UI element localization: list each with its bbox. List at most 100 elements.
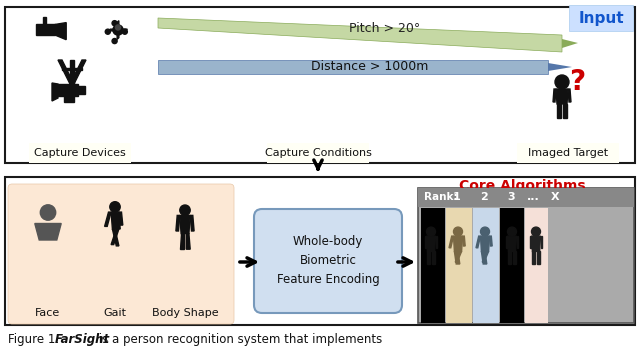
Polygon shape — [531, 236, 541, 251]
FancyBboxPatch shape — [517, 143, 619, 163]
Polygon shape — [190, 216, 194, 231]
Polygon shape — [454, 236, 463, 251]
Polygon shape — [508, 251, 511, 264]
Polygon shape — [454, 251, 460, 264]
Circle shape — [531, 227, 541, 236]
Polygon shape — [109, 29, 116, 31]
Polygon shape — [119, 212, 123, 225]
Polygon shape — [455, 251, 461, 262]
Circle shape — [105, 29, 110, 34]
Text: Capture Conditions: Capture Conditions — [264, 148, 371, 158]
Polygon shape — [70, 60, 74, 84]
Polygon shape — [428, 251, 430, 264]
FancyBboxPatch shape — [64, 96, 74, 102]
Circle shape — [180, 205, 190, 216]
FancyBboxPatch shape — [525, 208, 548, 323]
Polygon shape — [113, 229, 119, 246]
Polygon shape — [176, 216, 180, 231]
Polygon shape — [449, 236, 454, 248]
Polygon shape — [513, 251, 516, 264]
Text: 3: 3 — [507, 192, 515, 202]
Polygon shape — [117, 32, 119, 39]
Polygon shape — [70, 60, 86, 84]
Text: ?: ? — [569, 68, 585, 96]
Text: FarSight: FarSight — [55, 333, 110, 346]
Polygon shape — [186, 234, 190, 249]
Polygon shape — [568, 89, 571, 102]
Polygon shape — [111, 229, 119, 245]
Circle shape — [40, 205, 56, 220]
Polygon shape — [556, 89, 568, 104]
Circle shape — [52, 25, 61, 34]
Polygon shape — [425, 236, 426, 248]
Circle shape — [508, 227, 516, 236]
Polygon shape — [483, 251, 488, 262]
Polygon shape — [158, 18, 562, 52]
Polygon shape — [35, 224, 61, 240]
FancyBboxPatch shape — [58, 84, 78, 96]
FancyBboxPatch shape — [267, 143, 369, 163]
Circle shape — [113, 25, 123, 35]
Circle shape — [112, 39, 117, 44]
Text: 1: 1 — [453, 192, 461, 202]
Polygon shape — [104, 212, 111, 226]
Polygon shape — [506, 236, 508, 248]
Circle shape — [454, 227, 463, 236]
Text: is a person recognition system that implements: is a person recognition system that impl… — [95, 333, 382, 346]
FancyBboxPatch shape — [500, 208, 524, 323]
FancyBboxPatch shape — [418, 188, 634, 207]
Polygon shape — [541, 236, 542, 248]
Polygon shape — [548, 63, 572, 71]
FancyBboxPatch shape — [8, 184, 234, 324]
Polygon shape — [508, 236, 516, 251]
Text: 2: 2 — [480, 192, 488, 202]
FancyBboxPatch shape — [418, 188, 634, 323]
FancyBboxPatch shape — [569, 5, 633, 31]
FancyBboxPatch shape — [421, 208, 445, 323]
Polygon shape — [563, 104, 567, 118]
Circle shape — [426, 227, 435, 236]
Polygon shape — [158, 60, 548, 74]
Circle shape — [110, 202, 120, 212]
Polygon shape — [111, 212, 120, 229]
Polygon shape — [476, 236, 481, 248]
Text: Input: Input — [578, 11, 624, 26]
Text: X: X — [550, 192, 559, 202]
Polygon shape — [432, 251, 435, 264]
Polygon shape — [180, 234, 184, 249]
Polygon shape — [481, 236, 490, 251]
FancyBboxPatch shape — [36, 25, 56, 35]
Text: Whole-body
Biometric
Feature Encoding: Whole-body Biometric Feature Encoding — [276, 234, 380, 285]
Polygon shape — [56, 22, 66, 40]
Polygon shape — [532, 251, 535, 264]
Polygon shape — [426, 236, 435, 251]
Polygon shape — [43, 17, 46, 25]
Text: ⬛: ⬛ — [52, 44, 53, 45]
Circle shape — [555, 75, 569, 89]
Polygon shape — [117, 21, 119, 28]
FancyBboxPatch shape — [5, 177, 635, 325]
FancyBboxPatch shape — [78, 86, 85, 94]
Text: Capture Devices: Capture Devices — [34, 148, 126, 158]
Polygon shape — [537, 251, 540, 264]
Polygon shape — [58, 60, 74, 84]
Polygon shape — [52, 83, 58, 101]
Circle shape — [481, 227, 490, 236]
FancyBboxPatch shape — [254, 209, 402, 313]
Text: Gait: Gait — [104, 308, 127, 318]
Polygon shape — [463, 236, 465, 246]
Text: ...: ... — [527, 192, 540, 202]
Polygon shape — [530, 236, 531, 248]
Polygon shape — [180, 216, 190, 234]
FancyBboxPatch shape — [446, 208, 472, 323]
Text: Figure 1.: Figure 1. — [8, 333, 67, 346]
FancyBboxPatch shape — [5, 7, 635, 163]
Circle shape — [115, 25, 120, 30]
Circle shape — [112, 21, 117, 26]
Polygon shape — [481, 251, 487, 264]
Text: Pitch > 20°: Pitch > 20° — [349, 21, 420, 34]
Text: Body Shape: Body Shape — [152, 308, 218, 318]
FancyBboxPatch shape — [29, 143, 131, 163]
Polygon shape — [516, 236, 518, 248]
Text: Core Algorithms: Core Algorithms — [459, 179, 586, 193]
